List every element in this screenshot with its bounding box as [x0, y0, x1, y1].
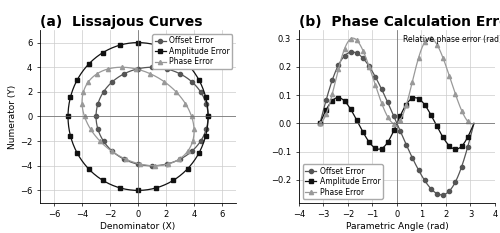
- Text: (a)  Lissajous Curves: (a) Lissajous Curves: [40, 15, 202, 29]
- Legend: Offset Error, Amplitude Error, Phase Error: Offset Error, Amplitude Error, Phase Err…: [302, 164, 382, 199]
- Y-axis label: Numerator (Y): Numerator (Y): [8, 84, 17, 149]
- Text: (b)  Phase Calculation Error: (b) Phase Calculation Error: [299, 15, 500, 29]
- Legend: Offset Error, Amplitude Error, Phase Error: Offset Error, Amplitude Error, Phase Err…: [152, 34, 232, 69]
- Text: Relative phase error (rad): Relative phase error (rad): [403, 35, 500, 45]
- X-axis label: Denominator (X): Denominator (X): [100, 222, 176, 231]
- X-axis label: Parametric Angle (rad): Parametric Angle (rad): [346, 222, 449, 231]
